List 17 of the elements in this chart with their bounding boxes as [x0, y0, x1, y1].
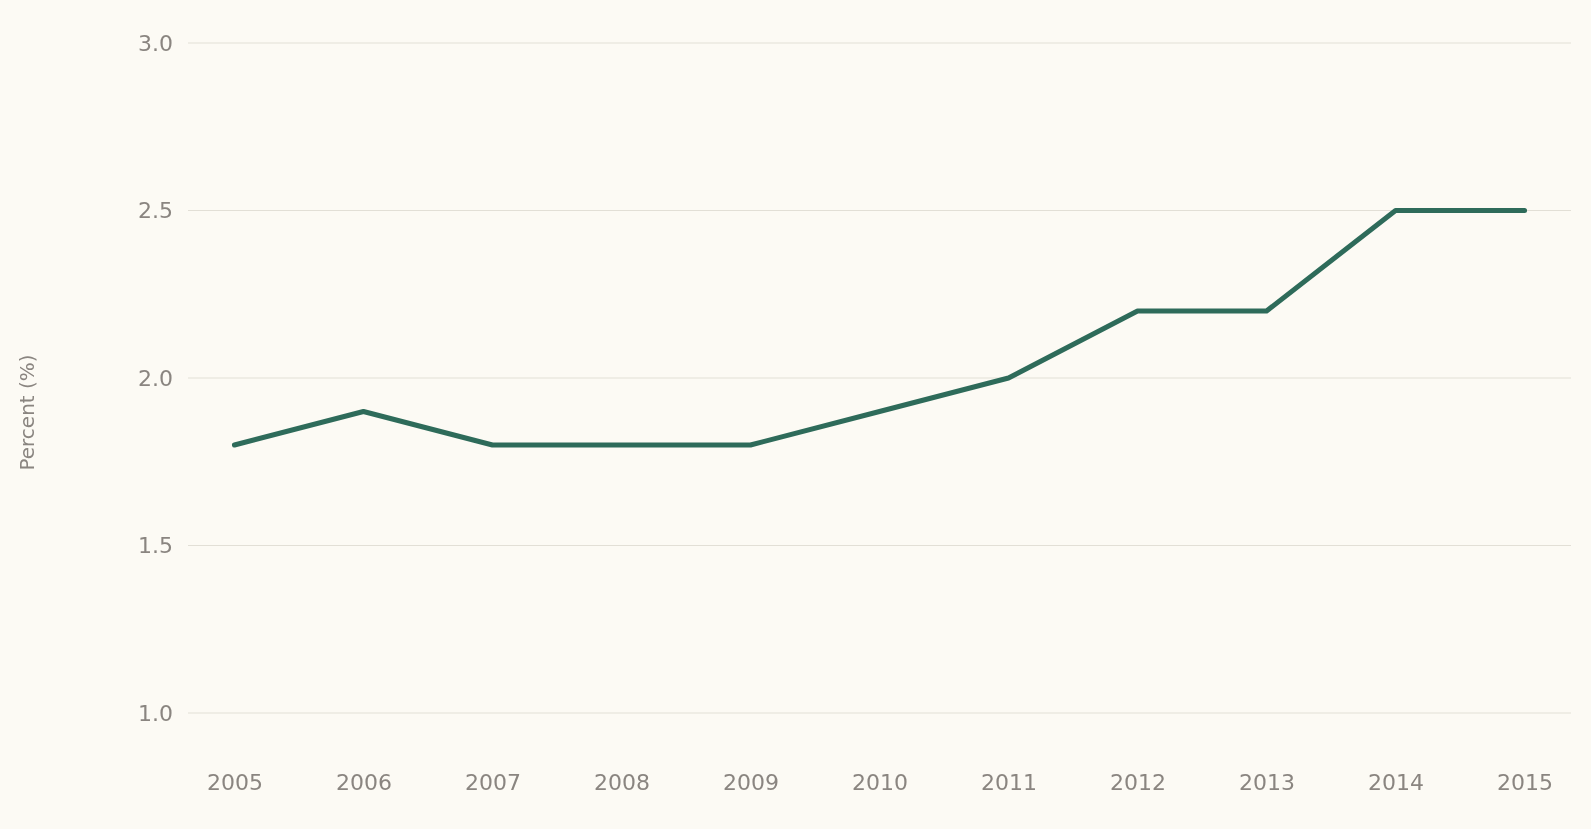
x-tick-label: 2006	[335, 770, 392, 796]
y-tick-label: 2.5	[138, 198, 173, 224]
x-tick-label: 2010	[852, 770, 908, 796]
y-axis-title: Percent (%)	[15, 354, 39, 471]
x-tick-label: 2011	[981, 770, 1038, 796]
x-tick-label: 2007	[464, 770, 521, 796]
x-tick-label: 2012	[1110, 770, 1167, 796]
x-tick-label: 2005	[206, 770, 263, 796]
y-tick-label: 1.0	[138, 700, 173, 726]
x-tick-label: 2008	[593, 770, 650, 796]
x-tick-label: 2014	[1368, 770, 1425, 796]
x-tick-label: 2013	[1239, 770, 1296, 796]
x-tick-label: 2015	[1497, 770, 1554, 796]
y-tick-label: 2.0	[138, 365, 173, 391]
x-tick-label: 2009	[722, 770, 779, 796]
y-tick-label: 1.5	[138, 533, 173, 559]
y-tick-label: 3.0	[138, 30, 173, 56]
